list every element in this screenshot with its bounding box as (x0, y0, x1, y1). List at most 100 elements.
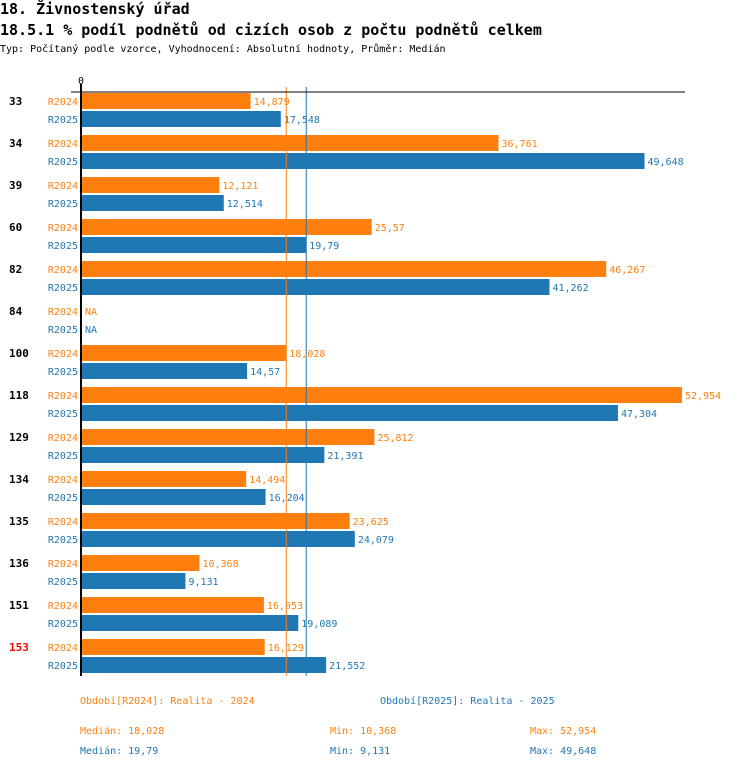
category-label: 153 (9, 641, 29, 654)
series-label: R2025 (48, 661, 78, 672)
bar (82, 573, 186, 589)
data-label: 21,552 (329, 661, 365, 672)
x-tick-label: 0 (78, 76, 84, 87)
stat-r2025-median: Medián: 19,79 (80, 746, 159, 757)
series-label: R2024 (48, 307, 78, 318)
series-label: R2025 (48, 199, 78, 210)
data-label: 36,761 (502, 139, 538, 150)
bar (82, 279, 550, 295)
data-label: 24,079 (358, 535, 394, 546)
bar (82, 195, 224, 211)
category-label: 100 (9, 347, 29, 360)
data-label: 23,625 (353, 517, 389, 528)
stat-r2024-median: Medián: 18,028 (80, 726, 165, 737)
series-label: R2025 (48, 409, 78, 420)
series-label: R2024 (48, 265, 78, 276)
bar (82, 555, 200, 571)
series-label: R2024 (48, 391, 78, 402)
data-label: 18,028 (289, 349, 325, 360)
series-label: R2025 (48, 325, 78, 336)
chart-title: 18.5.1 % podíl podnětů od cizích osob z … (0, 21, 542, 39)
data-label: 47,304 (621, 409, 657, 420)
data-label: 16,053 (267, 601, 303, 612)
series-label: R2025 (48, 157, 78, 168)
legend-r2024: Období[R2024]: Realita - 2024 (80, 696, 255, 707)
bar (82, 405, 618, 421)
data-label: NA (85, 325, 97, 336)
legend-r2025: Období[R2025]: Realita - 2025 (380, 696, 555, 707)
page-title: 18. Živnostenský úřad (0, 0, 190, 18)
bar (82, 261, 607, 277)
category-label: 118 (9, 389, 29, 402)
data-label: 19,089 (301, 619, 337, 630)
bar (82, 177, 220, 193)
series-label: R2025 (48, 493, 78, 504)
bar-chart: 33 R2024 14,879 R2025 17,548 34 R2024 36,761 R20… (9, 76, 721, 676)
bar (82, 135, 499, 151)
series-label: R2024 (48, 223, 78, 234)
data-label: 41,262 (552, 283, 588, 294)
bar (82, 471, 247, 487)
series-label: R2025 (48, 115, 78, 126)
category-label: 136 (9, 557, 29, 570)
series-label: R2024 (48, 601, 78, 612)
stat-r2024-max: Max: 52,954 (530, 726, 597, 737)
series-label: R2025 (48, 241, 78, 252)
bar (82, 615, 299, 631)
data-label: 49,648 (648, 157, 684, 168)
bar (82, 237, 307, 253)
category-label: 82 (9, 263, 22, 276)
data-label: 14,494 (249, 475, 285, 486)
bar (82, 429, 375, 445)
bar (82, 489, 266, 505)
data-label: 9,131 (188, 577, 218, 588)
category-label: 33 (9, 95, 22, 108)
series-label: R2024 (48, 475, 78, 486)
series-label: R2024 (48, 517, 78, 528)
category-label: 129 (9, 431, 29, 444)
data-label: 17,548 (284, 115, 320, 126)
series-label: R2024 (48, 181, 78, 192)
data-label: 12,514 (227, 199, 263, 210)
data-label: 12,121 (222, 181, 258, 192)
bar (82, 639, 265, 655)
bar (82, 345, 287, 361)
stat-r2025-min: Min: 9,131 (330, 746, 391, 757)
data-label: 25,57 (375, 223, 405, 234)
category-label: 151 (9, 599, 29, 612)
category-label: 39 (9, 179, 22, 192)
series-label: R2025 (48, 367, 78, 378)
category-label: 135 (9, 515, 29, 528)
series-label: R2024 (48, 349, 78, 360)
bar (82, 153, 645, 169)
data-label: 46,267 (609, 265, 645, 276)
category-label: 84 (9, 305, 23, 318)
data-label: 10,368 (202, 559, 238, 570)
data-label: 25,812 (377, 433, 413, 444)
data-label: 21,391 (327, 451, 363, 462)
bar (82, 531, 355, 547)
bar (82, 597, 264, 613)
bar (82, 387, 682, 403)
series-label: R2024 (48, 139, 78, 150)
series-label: R2025 (48, 451, 78, 462)
data-label: 14,57 (250, 367, 280, 378)
bar (82, 93, 251, 109)
series-label: R2024 (48, 433, 78, 444)
data-label: NA (85, 307, 97, 318)
category-label: 60 (9, 221, 22, 234)
stat-r2024-min: Min: 10,368 (330, 726, 397, 737)
bar (82, 657, 327, 673)
bar (82, 219, 372, 235)
category-label: 34 (9, 137, 23, 150)
data-label: 52,954 (685, 391, 721, 402)
series-label: R2025 (48, 283, 78, 294)
bar (82, 513, 350, 529)
bar (82, 111, 281, 127)
series-label: R2024 (48, 643, 78, 654)
category-label: 134 (9, 473, 29, 486)
data-label: 14,879 (254, 97, 290, 108)
chart-meta: Typ: Počítaný podle vzorce, Vyhodnocení:… (0, 44, 446, 55)
series-label: R2024 (48, 97, 78, 108)
bar (82, 363, 248, 379)
